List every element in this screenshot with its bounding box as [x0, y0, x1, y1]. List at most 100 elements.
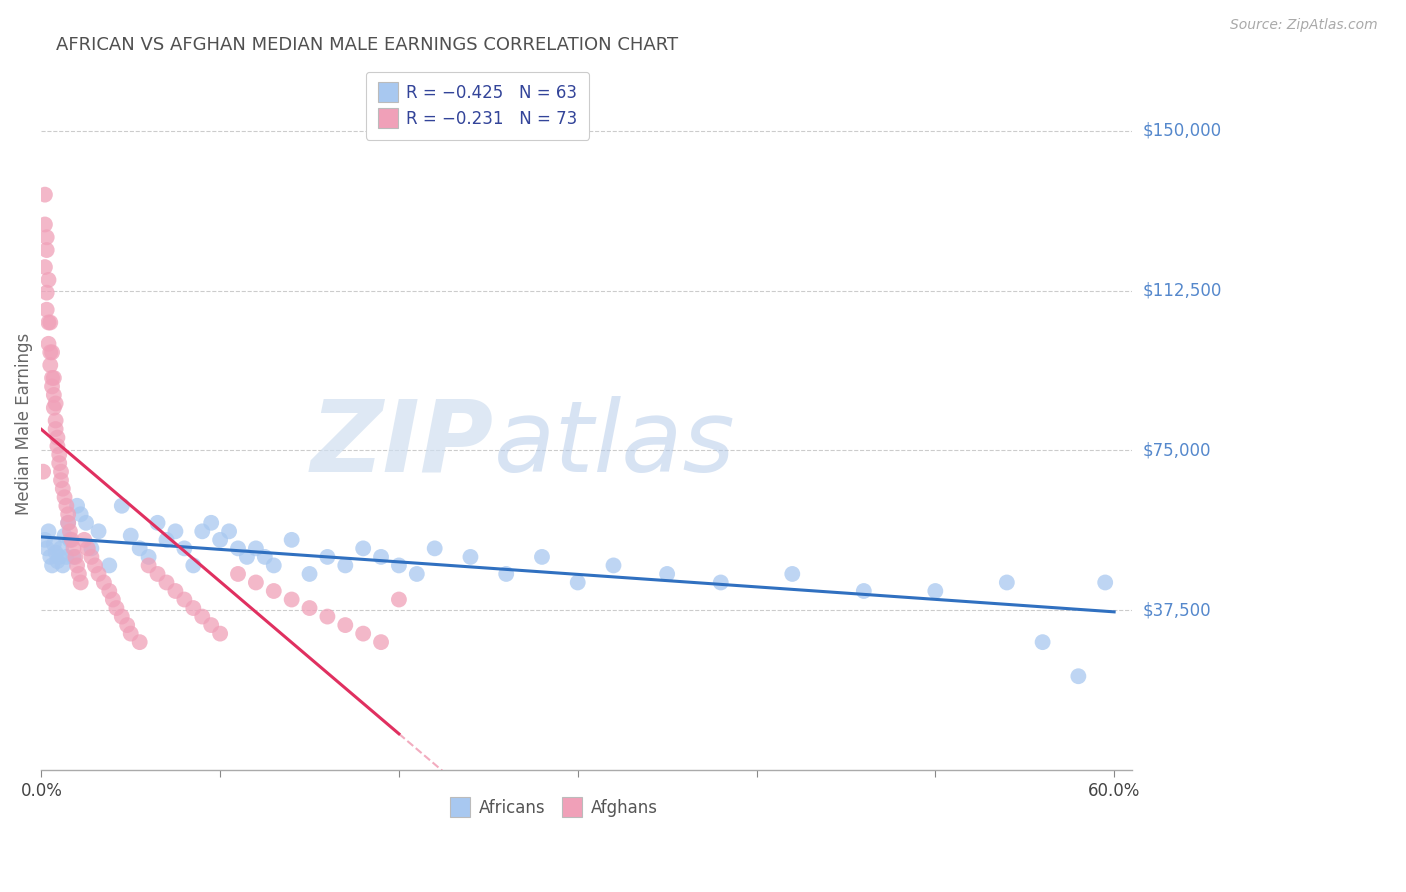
Point: [46, 554, 69, 568]
Point: [53, 528, 76, 542]
Point: [173, 541, 195, 556]
Point: [253, 549, 276, 564]
Point: [263, 558, 285, 573]
Point: [298, 601, 321, 615]
Point: [567, 575, 589, 590]
Point: [34, 533, 56, 547]
Point: [42, 537, 65, 551]
Point: [52, 482, 75, 496]
Point: [530, 549, 553, 564]
Point: [39, 345, 62, 359]
Point: [45, 546, 67, 560]
Point: [34, 218, 56, 232]
Point: [52, 558, 75, 573]
Point: [41, 558, 63, 573]
Point: [335, 618, 357, 632]
Point: [280, 533, 302, 547]
Point: [105, 601, 128, 615]
Legend: Africans, Afghans: Africans, Afghans: [444, 793, 664, 824]
Text: ZIP: ZIP: [311, 396, 494, 493]
Point: [1032, 635, 1054, 649]
Point: [67, 566, 90, 581]
Point: [98, 584, 121, 599]
Point: [165, 524, 187, 539]
Point: [138, 558, 160, 573]
Point: [56, 508, 79, 522]
Point: [87, 524, 110, 539]
Point: [75, 516, 97, 530]
Point: [49, 541, 72, 556]
Point: [316, 609, 339, 624]
Point: [37, 316, 59, 330]
Point: [35, 302, 58, 317]
Point: [218, 524, 240, 539]
Point: [55, 549, 77, 564]
Point: [41, 345, 63, 359]
Point: [298, 566, 321, 581]
Text: AFRICAN VS AFGHAN MEDIAN MALE EARNINGS CORRELATION CHART: AFRICAN VS AFGHAN MEDIAN MALE EARNINGS C…: [56, 36, 678, 54]
Point: [245, 541, 267, 556]
Point: [370, 549, 392, 564]
Point: [66, 558, 89, 573]
Point: [655, 566, 678, 581]
Point: [316, 549, 339, 564]
Point: [53, 490, 76, 504]
Point: [37, 273, 59, 287]
Point: [41, 371, 63, 385]
Text: atlas: atlas: [494, 396, 735, 493]
Point: [55, 499, 77, 513]
Point: [115, 618, 138, 632]
Text: Source: ZipAtlas.com: Source: ZipAtlas.com: [1230, 18, 1378, 32]
Point: [263, 584, 285, 599]
Point: [48, 448, 70, 462]
Point: [42, 401, 65, 415]
Point: [200, 618, 222, 632]
Point: [370, 635, 392, 649]
Point: [49, 473, 72, 487]
Point: [46, 439, 69, 453]
Point: [101, 592, 124, 607]
Point: [45, 413, 67, 427]
Point: [782, 566, 804, 581]
Point: [173, 592, 195, 607]
Point: [35, 285, 58, 300]
Point: [423, 541, 446, 556]
Point: [165, 584, 187, 599]
Point: [924, 584, 946, 599]
Point: [37, 336, 59, 351]
Point: [995, 575, 1018, 590]
Point: [405, 566, 427, 581]
Point: [236, 549, 259, 564]
Point: [69, 575, 91, 590]
Point: [56, 516, 79, 530]
Point: [39, 358, 62, 372]
Point: [280, 592, 302, 607]
Point: [42, 388, 65, 402]
Point: [46, 431, 69, 445]
Text: $150,000: $150,000: [1143, 121, 1222, 140]
Point: [35, 230, 58, 244]
Point: [69, 508, 91, 522]
Point: [39, 549, 62, 564]
Point: [191, 609, 214, 624]
Point: [76, 541, 98, 556]
Point: [49, 465, 72, 479]
Point: [62, 541, 84, 556]
Point: [59, 533, 82, 547]
Text: $112,500: $112,500: [1143, 282, 1222, 300]
Point: [45, 422, 67, 436]
Point: [66, 499, 89, 513]
Point: [59, 524, 82, 539]
Point: [1094, 575, 1116, 590]
Point: [352, 626, 374, 640]
Point: [128, 635, 150, 649]
Point: [35, 541, 58, 556]
Point: [146, 516, 169, 530]
Point: [226, 541, 249, 556]
Point: [111, 609, 134, 624]
Point: [200, 516, 222, 530]
Point: [56, 516, 79, 530]
Point: [34, 260, 56, 274]
Point: [710, 575, 733, 590]
Point: [80, 549, 103, 564]
